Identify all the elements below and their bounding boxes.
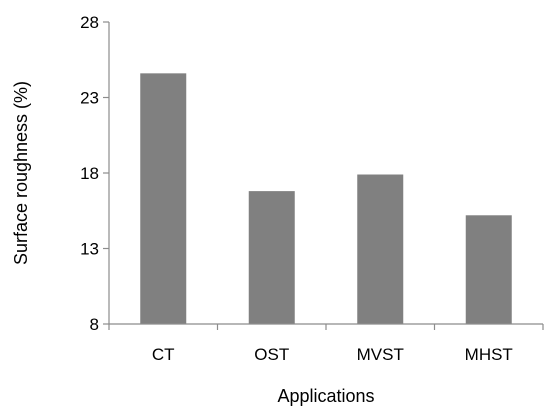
bar-mvst [357,174,404,324]
x-ticks-group: CT OST MVST MHST [108,324,544,364]
x-category-label: OST [254,345,289,364]
x-category-label: MVST [357,345,404,364]
x-axis-title: Applications [277,386,374,406]
bar-ost [248,191,295,324]
bar-ct [140,73,187,324]
x-category-label: CT [152,345,175,364]
y-tick-label: 28 [80,13,99,32]
y-axis-title: Surface roughness (%) [11,81,31,265]
x-category-label: MHST [465,345,513,364]
y-tick-label: 8 [90,315,99,334]
y-tick-label: 23 [80,89,99,108]
y-ticks-group: 8 13 18 23 28 [80,13,109,334]
bar-mhst [465,215,512,324]
y-tick-label: 18 [80,164,99,183]
y-tick-label: 13 [80,240,99,259]
bars-group [140,73,512,324]
